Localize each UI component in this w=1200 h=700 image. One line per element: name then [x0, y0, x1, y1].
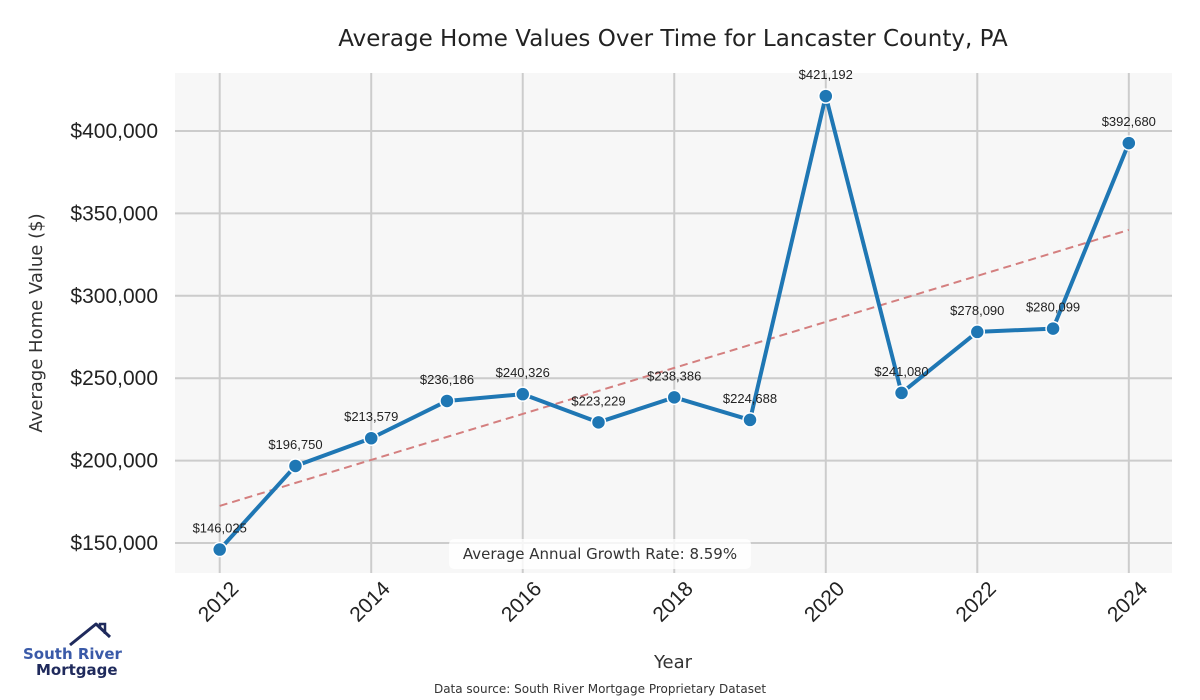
- x-tick-label: 2012: [194, 577, 243, 626]
- data-point: [893, 385, 910, 401]
- data-point: [742, 412, 758, 428]
- data-point: [1121, 135, 1137, 151]
- data-label: $421,192: [799, 67, 853, 82]
- data-point: [211, 541, 228, 558]
- data-point: [666, 389, 683, 406]
- trend-line: [219, 228, 1130, 507]
- x-axis-label: Year: [653, 652, 693, 673]
- y-tick-label: $350,000: [70, 202, 158, 225]
- x-tick-label: 2014: [345, 577, 395, 627]
- data-label: $146,025: [193, 521, 247, 536]
- x-tick-label: 2018: [648, 577, 697, 626]
- chart-title: Average Home Values Over Time for Lancas…: [338, 26, 1008, 52]
- annotation-text: Average Annual Growth Rate: 8.59%: [463, 545, 737, 563]
- logo-line-2: Mortgage: [36, 661, 118, 679]
- data-point: [287, 458, 304, 474]
- data-point: [363, 430, 379, 446]
- data-label: $278,090: [950, 303, 1004, 318]
- growth-rate-annotation: Average Annual Growth Rate: 8.59%: [449, 539, 751, 569]
- x-tick-label: 2024: [1103, 577, 1153, 627]
- y-axis-label: Average Home Value ($): [26, 213, 47, 432]
- data-label: $238,386: [647, 368, 701, 383]
- x-tick-label: 2022: [952, 577, 1001, 626]
- chimney-icon: [98, 622, 107, 634]
- data-labels: $146,025 $196,750 $213,579 $236,186 $240,326…: [193, 67, 1156, 535]
- x-tick-label: 2020: [800, 577, 849, 626]
- data-label: $240,326: [496, 365, 550, 380]
- data-label: $213,579: [344, 409, 398, 424]
- y-tick-label: $400,000: [70, 120, 158, 143]
- y-tick-label: $250,000: [70, 367, 158, 390]
- data-label: $224,688: [723, 391, 777, 406]
- company-logo: South River Mortgage: [23, 622, 123, 679]
- data-point: [818, 88, 834, 104]
- data-label: $392,680: [1102, 114, 1156, 129]
- data-point: [439, 393, 455, 409]
- series-group: [211, 88, 1137, 558]
- y-tick-label: $150,000: [70, 532, 158, 555]
- y-tick-label: $300,000: [70, 285, 158, 308]
- x-axis-ticks: 2012 2014 2016 2018 2020 2022 2024: [194, 577, 1153, 627]
- data-label: $280,099: [1026, 300, 1080, 315]
- data-point: [969, 324, 986, 340]
- y-tick-label: $200,000: [70, 450, 158, 473]
- logo-line-1: South River: [23, 645, 123, 663]
- data-label: $241,080: [874, 364, 928, 379]
- data-label: $196,750: [268, 437, 322, 452]
- data-point: [1045, 320, 1061, 337]
- data-label: $223,229: [571, 393, 625, 408]
- data-point: [514, 386, 531, 402]
- data-source-note: Data source: South River Mortgage Propri…: [434, 682, 766, 696]
- y-axis-ticks: $150,000 $200,000 $250,000 $300,000 $350,000…: [70, 120, 158, 555]
- grid: [175, 73, 1172, 573]
- data-point: [590, 414, 607, 431]
- x-tick-label: 2016: [497, 577, 546, 626]
- annotation-box: [449, 539, 751, 569]
- trend-line-group: [219, 228, 1130, 507]
- data-label: $236,186: [420, 372, 474, 387]
